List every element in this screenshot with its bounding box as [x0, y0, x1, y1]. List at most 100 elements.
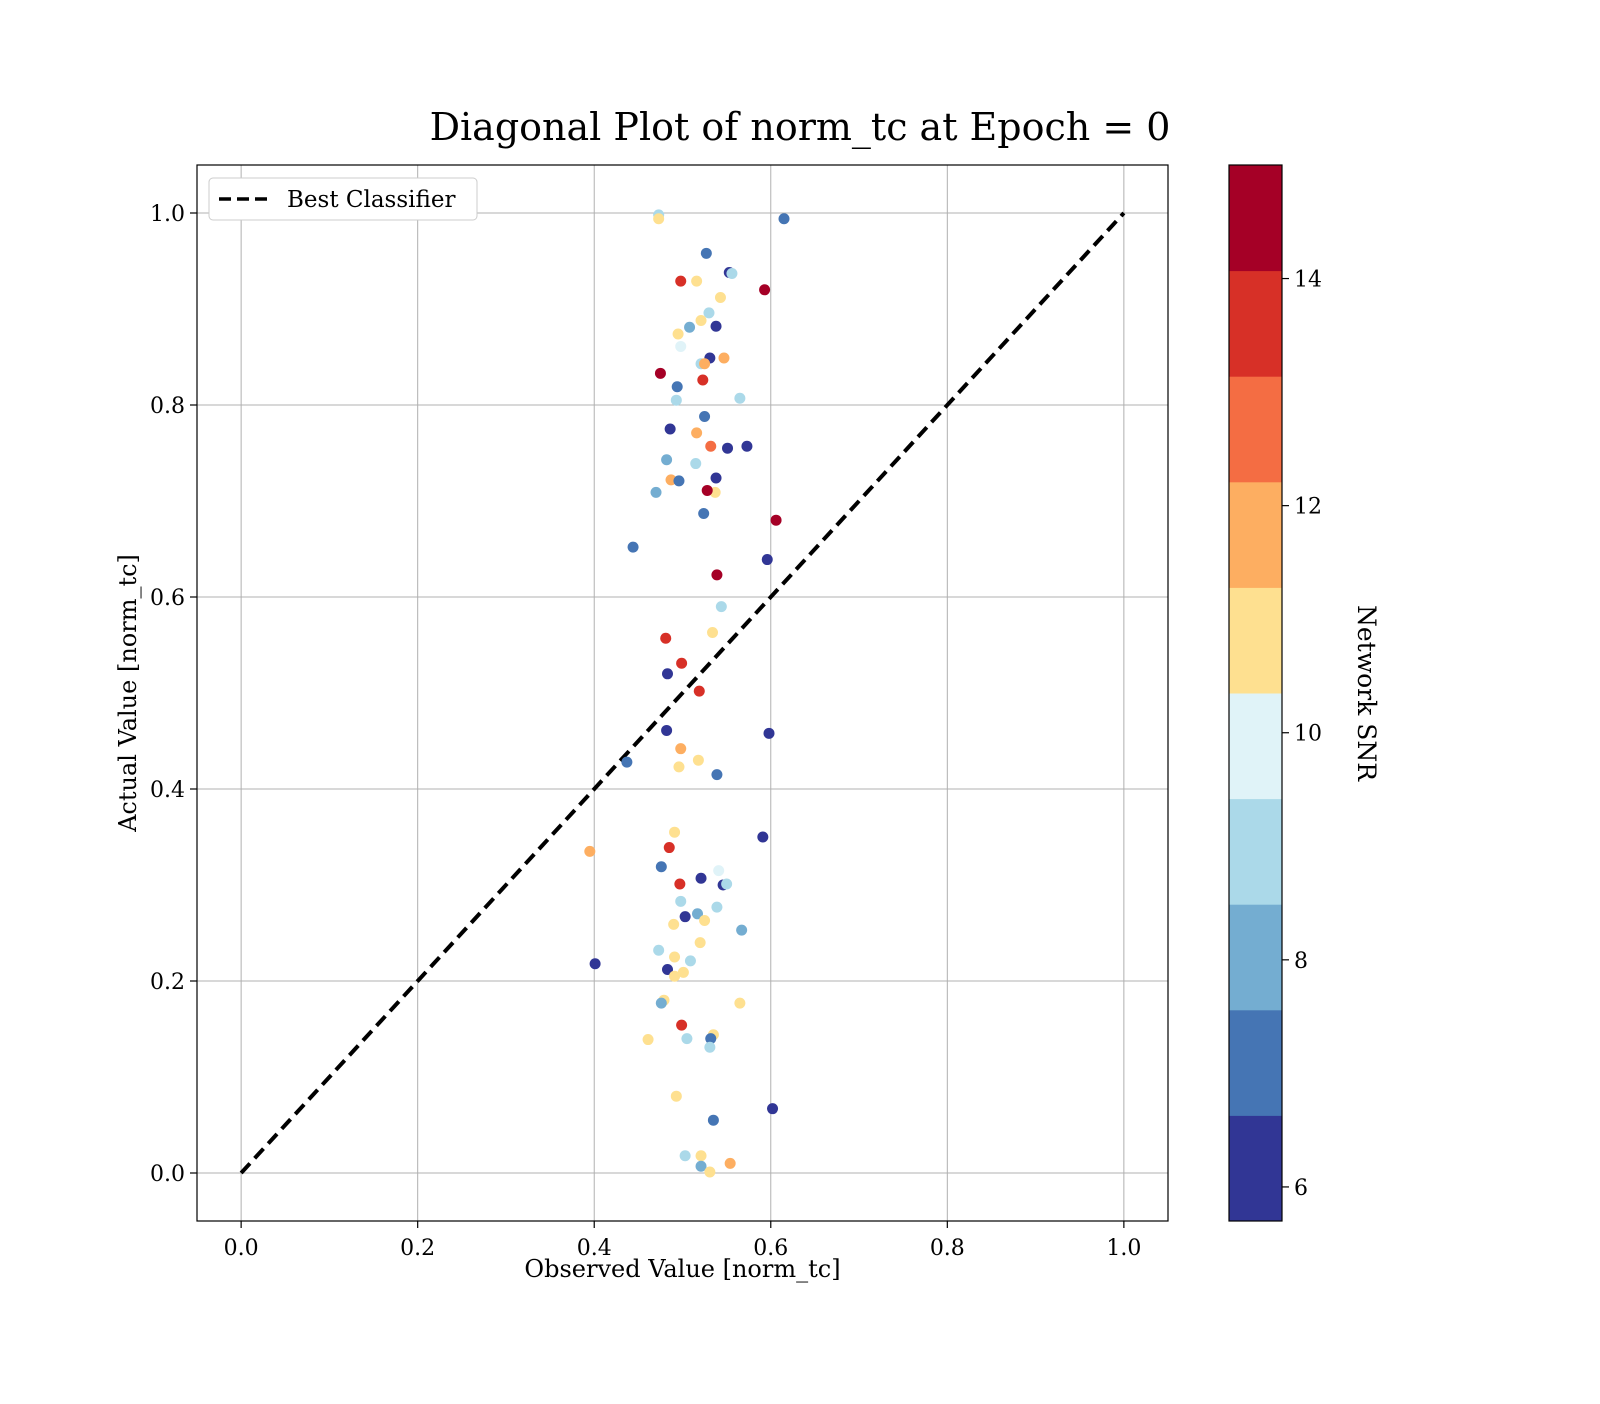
scatter-point [684, 955, 696, 967]
colorbar-ticks: 6 8 10 12 14 [1282, 268, 1322, 1201]
scatter-point [697, 374, 709, 386]
colorbar-segment [1229, 904, 1282, 1011]
scatter-point [699, 915, 711, 927]
scatter-point [703, 307, 715, 319]
colorbar-segment [1229, 481, 1282, 588]
scatter-point [664, 423, 676, 435]
scatter-point [653, 944, 665, 956]
scatter-point [671, 381, 683, 393]
scatter-point [669, 970, 681, 982]
scatter-point [778, 213, 790, 225]
y-axis-label: Actual Value [norm_tc] [114, 554, 142, 833]
scatter-point [673, 475, 685, 487]
scatter-point [661, 454, 673, 466]
scatter-point [704, 1041, 716, 1053]
scatter-point [661, 724, 673, 736]
scatter-point [670, 394, 682, 406]
x-tick-label: 0.2 [400, 1236, 435, 1261]
scatter-point [661, 668, 673, 680]
scatter-point [700, 247, 712, 259]
scatter-point [734, 392, 746, 404]
scatter-point [710, 320, 722, 332]
scatter-point [718, 352, 730, 364]
colorbar-segment [1229, 693, 1282, 800]
colorbar-segment [1229, 165, 1282, 272]
x-axis-ticks: 0.0 0.2 0.4 0.6 0.8 1.0 [224, 1221, 1141, 1261]
scatter-point [757, 831, 769, 843]
scatter-point [695, 1160, 707, 1172]
x-tick-label: 0.4 [577, 1236, 612, 1261]
scatter-point [707, 627, 719, 639]
colorbar-tick-label: 10 [1294, 722, 1322, 747]
scatter-point [763, 727, 775, 739]
scatter-point [589, 958, 601, 970]
y-tick-label: 0.0 [150, 1162, 185, 1187]
scatter-point [690, 458, 702, 470]
scatter-point [698, 507, 710, 519]
scatter-point [670, 1090, 682, 1102]
scatter-point [759, 284, 771, 296]
colorbar-segment [1229, 1115, 1282, 1222]
scatter-point [692, 908, 704, 920]
y-axis-ticks: 0.0 0.2 0.4 0.6 0.8 1.0 [150, 202, 197, 1187]
scatter-point [722, 442, 734, 454]
scatter-point [679, 911, 691, 923]
scatter-point [684, 321, 696, 333]
scatter-point [673, 761, 685, 773]
colorbar-segment [1229, 587, 1282, 694]
scatter-point [655, 861, 667, 873]
colorbar [1228, 164, 1283, 1222]
scatter-point [663, 842, 675, 854]
colorbar-tick-label: 12 [1294, 495, 1322, 520]
scatter-point [699, 358, 711, 370]
scatter-point [713, 865, 725, 877]
scatter-point [705, 1033, 717, 1045]
scatter-point [642, 1034, 654, 1046]
legend-label-best-classifier: Best Classifier [287, 187, 455, 213]
scatter-point [650, 486, 662, 498]
scatter-point [627, 541, 639, 553]
y-tick-label: 0.6 [150, 586, 185, 611]
scatter-point [734, 997, 746, 1009]
y-tick-label: 0.4 [150, 778, 185, 803]
scatter-point [691, 427, 703, 439]
scatter-point [726, 267, 738, 279]
scatter-point [761, 554, 773, 566]
scatter-point [653, 213, 665, 225]
scatter-point [741, 440, 753, 452]
scatter-point [724, 1157, 736, 1169]
y-tick-label: 0.2 [150, 970, 185, 995]
scatter-point [675, 340, 687, 352]
scatter-point [584, 845, 596, 857]
x-tick-label: 1.0 [1106, 1236, 1141, 1261]
colorbar-label: Network SNR [1352, 605, 1381, 782]
legend-box [208, 177, 478, 221]
scatter-point [692, 754, 704, 766]
scatter-point [693, 685, 705, 697]
scatter-point [704, 1166, 716, 1178]
scatter-point [699, 411, 711, 423]
scatter-point [655, 997, 667, 1009]
scatter-points [584, 209, 790, 1178]
colorbar-segment [1229, 270, 1282, 377]
colorbar-segment [1229, 798, 1282, 905]
scatter-point [674, 878, 686, 890]
scatter-point [654, 367, 666, 379]
scatter-point [711, 901, 723, 913]
scatter-point [676, 657, 688, 669]
scatter-point [672, 328, 684, 340]
legend: Best Classifier [208, 177, 478, 221]
scatter-point [767, 1103, 779, 1115]
x-tick-label: 0.8 [930, 1236, 965, 1261]
y-tick-label: 1.0 [150, 202, 185, 227]
best-classifier-line [239, 211, 1126, 1175]
scatter-point [661, 963, 673, 975]
scatter-point [711, 569, 723, 581]
colorbar-segment [1229, 376, 1282, 483]
scatter-point [676, 1019, 688, 1031]
x-tick-label: 0.6 [753, 1236, 788, 1261]
scatter-point [675, 895, 687, 907]
scatter-point [721, 878, 733, 890]
